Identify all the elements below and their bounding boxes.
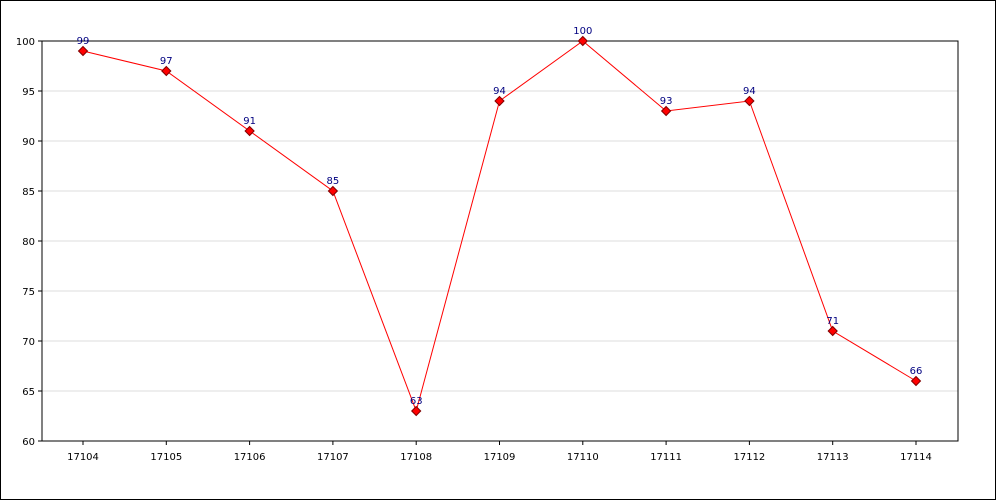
x-tick-label: 17108 bbox=[400, 452, 432, 463]
y-tick-label: 85 bbox=[22, 187, 35, 198]
y-tick-label: 95 bbox=[22, 87, 35, 98]
data-point-label: 66 bbox=[910, 366, 923, 377]
data-point-label: 99 bbox=[77, 36, 90, 47]
data-point-label: 94 bbox=[743, 86, 756, 97]
y-tick-label: 75 bbox=[22, 287, 35, 298]
data-point-label: 71 bbox=[826, 316, 839, 327]
data-point-marker bbox=[327, 185, 339, 197]
x-tick-label: 17114 bbox=[900, 452, 932, 463]
data-point-marker bbox=[744, 95, 755, 107]
x-tick-label: 17113 bbox=[817, 452, 849, 463]
x-axis: 17104 17105 17106 17107 17108 17109 17110 17111… bbox=[67, 441, 932, 463]
x-tick-label: 17107 bbox=[317, 452, 349, 463]
y-tick-label: 100 bbox=[16, 37, 35, 48]
data-point-marker bbox=[494, 95, 505, 107]
data-point-marker bbox=[410, 405, 422, 417]
grid-lines bbox=[42, 90, 958, 392]
data-point-label: 63 bbox=[410, 396, 423, 407]
x-tick-label: 17109 bbox=[484, 452, 516, 463]
data-point-label: 85 bbox=[327, 176, 340, 187]
data-point-label: 94 bbox=[493, 86, 506, 97]
y-tick-label: 80 bbox=[22, 237, 35, 248]
data-point-marker bbox=[77, 45, 89, 57]
data-point-label: 91 bbox=[243, 116, 256, 127]
data-point-marker bbox=[161, 65, 172, 77]
x-tick-label: 17105 bbox=[150, 452, 182, 463]
data-point-marker bbox=[827, 325, 838, 337]
x-tick-label: 17104 bbox=[67, 452, 99, 463]
data-points bbox=[77, 35, 922, 417]
data-point-label: 97 bbox=[160, 56, 173, 67]
y-tick-label: 90 bbox=[22, 137, 35, 148]
data-point-marker bbox=[577, 35, 589, 47]
y-tick-label: 60 bbox=[22, 437, 35, 448]
data-point-marker bbox=[244, 125, 255, 137]
x-tick-label: 17112 bbox=[733, 452, 765, 463]
data-point-label: 93 bbox=[660, 96, 673, 107]
data-point-marker bbox=[910, 375, 922, 387]
x-tick-label: 17110 bbox=[567, 452, 599, 463]
data-point-label: 100 bbox=[573, 26, 592, 37]
data-labels: 99 97 91 85 63 94 100 93 94 71 66 bbox=[77, 26, 923, 407]
data-point-marker bbox=[660, 105, 672, 117]
x-tick-label: 17106 bbox=[234, 452, 266, 463]
x-tick-label: 17111 bbox=[650, 452, 682, 463]
y-tick-label: 70 bbox=[22, 337, 35, 348]
y-tick-label: 65 bbox=[22, 387, 35, 398]
y-axis: 60 65 70 75 80 85 90 95 100 bbox=[16, 37, 42, 448]
